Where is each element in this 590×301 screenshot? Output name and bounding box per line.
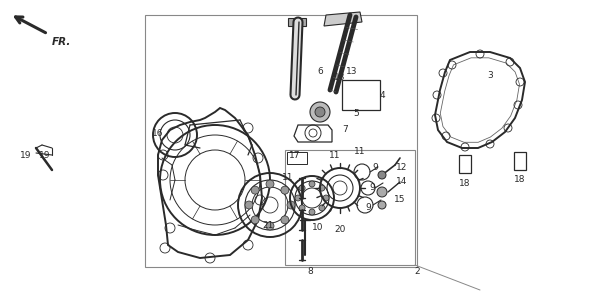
Text: 9: 9 xyxy=(369,184,375,193)
Circle shape xyxy=(266,180,274,188)
Circle shape xyxy=(266,222,274,230)
Circle shape xyxy=(299,185,305,191)
Circle shape xyxy=(319,205,325,211)
Bar xyxy=(459,155,471,173)
Circle shape xyxy=(287,201,295,209)
Text: 7: 7 xyxy=(342,126,348,135)
Bar xyxy=(342,80,380,110)
Text: 15: 15 xyxy=(394,196,406,204)
Circle shape xyxy=(281,186,289,194)
Text: 2: 2 xyxy=(414,268,420,277)
Text: 11: 11 xyxy=(329,150,341,160)
Text: 9: 9 xyxy=(372,163,378,172)
Text: 16: 16 xyxy=(152,129,164,138)
Text: 18: 18 xyxy=(514,175,526,185)
Circle shape xyxy=(309,209,315,215)
Text: 19: 19 xyxy=(40,150,51,160)
Bar xyxy=(285,150,415,265)
Text: 14: 14 xyxy=(396,178,408,187)
Text: 9: 9 xyxy=(365,203,371,213)
Text: 20: 20 xyxy=(335,225,346,234)
Text: 6: 6 xyxy=(317,67,323,76)
Circle shape xyxy=(315,107,325,117)
Bar xyxy=(287,152,307,164)
Circle shape xyxy=(378,201,386,209)
Circle shape xyxy=(323,195,329,201)
Text: 17: 17 xyxy=(289,150,301,160)
Circle shape xyxy=(245,201,253,209)
Text: 18: 18 xyxy=(459,178,471,188)
Bar xyxy=(514,152,526,170)
Circle shape xyxy=(309,181,315,187)
Text: 13: 13 xyxy=(346,67,358,76)
Circle shape xyxy=(377,187,387,197)
Text: 10: 10 xyxy=(312,224,324,232)
Circle shape xyxy=(251,186,259,194)
Text: 13: 13 xyxy=(335,73,346,82)
Text: 4: 4 xyxy=(379,92,385,101)
Circle shape xyxy=(295,195,301,201)
Circle shape xyxy=(378,171,386,179)
Text: 5: 5 xyxy=(353,108,359,117)
Text: 19: 19 xyxy=(20,150,32,160)
Text: FR.: FR. xyxy=(52,37,71,47)
Circle shape xyxy=(319,185,325,191)
Bar xyxy=(288,18,306,26)
Circle shape xyxy=(251,216,259,224)
Text: 8: 8 xyxy=(307,268,313,277)
Circle shape xyxy=(299,205,305,211)
Bar xyxy=(145,15,417,267)
Text: 11: 11 xyxy=(282,173,294,182)
Text: 11: 11 xyxy=(354,147,366,157)
Text: 12: 12 xyxy=(396,163,408,172)
Text: 3: 3 xyxy=(487,70,493,79)
Text: 21: 21 xyxy=(263,221,274,229)
Circle shape xyxy=(281,216,289,224)
Polygon shape xyxy=(324,12,362,26)
Circle shape xyxy=(310,102,330,122)
